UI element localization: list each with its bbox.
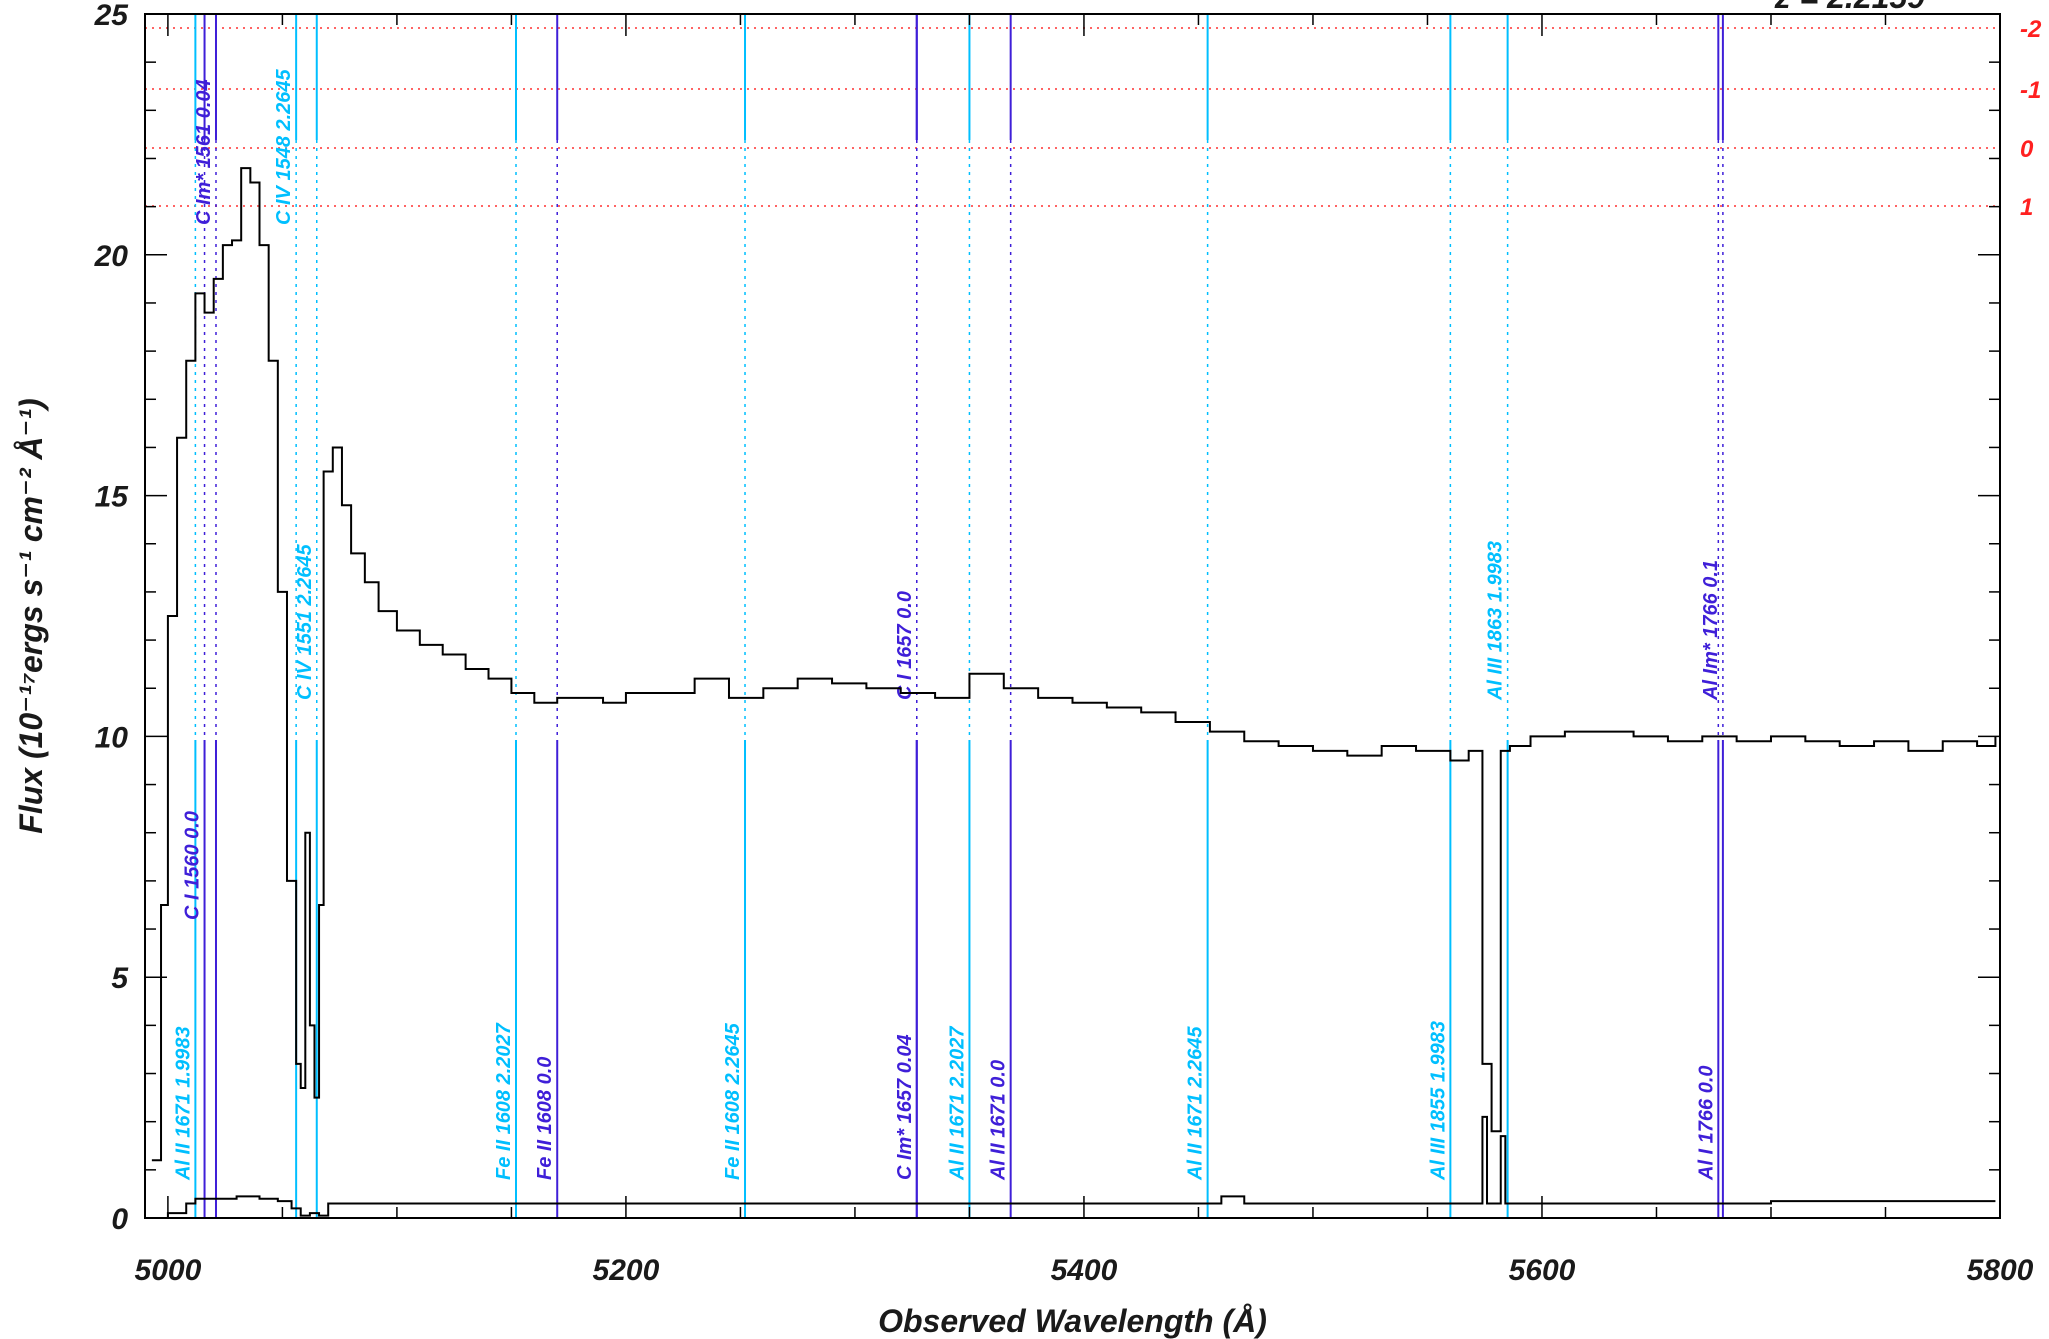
plot-frame [144, 13, 2001, 1219]
marker-label: Al III 1863 1.9983 [1485, 541, 1507, 701]
y-tick-label: 0 [111, 1203, 128, 1236]
right-reference-lines: -2 -1 0 1 [145, 16, 2042, 221]
marker-label: C I 1560 0.0 [182, 811, 204, 920]
marker-label: Al II 1671 2.2645 [1185, 1026, 1207, 1181]
marker-label: Fe II 1608 0.0 [534, 1057, 556, 1180]
spectrum-series [151, 167, 1997, 1162]
x-tick-label: 5600 [1509, 1254, 1576, 1287]
right-tick-label: -2 [2020, 16, 2042, 43]
data-series [151, 167, 1997, 1219]
marker-label: Fe II 1608 2.2645 [722, 1022, 744, 1180]
axis-ticks [145, 13, 2001, 1219]
marker-label: C Im* 1561 0.04 [193, 79, 215, 225]
marker-label: C I 1657 0.0 [894, 591, 916, 700]
marker-label: Al Im* 1766 0.1 [1700, 560, 1722, 701]
y-tick-label: 10 [95, 721, 129, 754]
marker-label: Al II 1671 0.0 [988, 1060, 1010, 1181]
spectrum-series [151, 1115, 1996, 1219]
x-tick-label: 5800 [1967, 1254, 2034, 1287]
marker-label: Fe II 1608 2.2027 [493, 1022, 515, 1180]
right-tick-label: 0 [2020, 136, 2034, 163]
x-tick-label: 5200 [593, 1254, 660, 1287]
marker-label: C IV 1548 2.2645 [273, 68, 295, 225]
y-tick-label: 5 [111, 962, 129, 995]
marker-label: Al II 1671 2.2027 [946, 1026, 968, 1181]
y-tick-label: 15 [95, 481, 130, 514]
right-tick-label: -1 [2020, 77, 2041, 104]
right-tick-label: 1 [2020, 194, 2033, 221]
x-tick-label: 5400 [1051, 1254, 1118, 1287]
x-tick-label: 5000 [135, 1254, 202, 1287]
marker-label: C IV 1551 2.2645 [294, 543, 316, 700]
y-tick-label: 20 [94, 240, 129, 273]
y-axis-title: Flux (10⁻¹⁷ergs s⁻¹ cm⁻² Å⁻¹) [13, 398, 49, 833]
marker-label: Al II 1671 1.9983 [172, 1027, 194, 1181]
marker-label: C Im* 1657 0.04 [894, 1034, 916, 1180]
line-markers: Al II 1671 1.9983 C I 1560 0.0 C Im* 1561 … [172, 14, 1724, 1218]
marker-label: Al III 1855 1.9983 [1427, 1021, 1449, 1181]
y-tick-label: 25 [94, 0, 130, 32]
x-axis-title: Observed Wavelength (Å) [878, 1303, 1267, 1339]
marker-label: Al I 1766 0.0 [1695, 1065, 1717, 1181]
redshift-label: z = 2.2159 [1774, 0, 1926, 15]
